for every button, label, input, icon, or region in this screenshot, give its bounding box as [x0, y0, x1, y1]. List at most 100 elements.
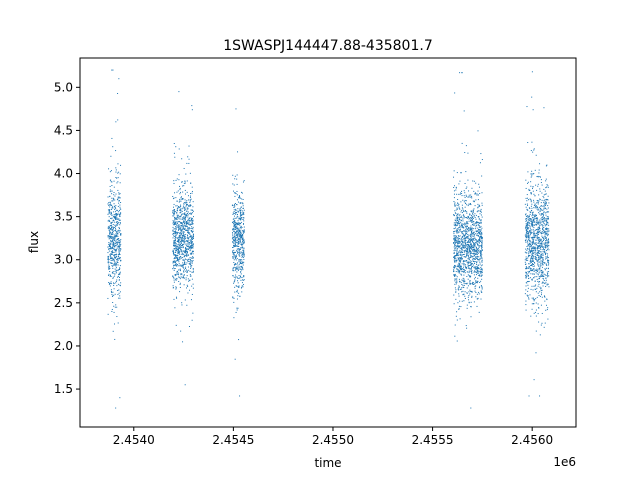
- data-point: [534, 233, 536, 235]
- data-point: [115, 407, 117, 409]
- data-point: [461, 284, 463, 285]
- data-point: [470, 264, 472, 266]
- data-point: [542, 275, 544, 277]
- data-point: [234, 238, 236, 240]
- data-point: [469, 238, 471, 240]
- data-point: [178, 246, 180, 248]
- data-point: [541, 244, 543, 246]
- data-point: [458, 259, 460, 261]
- data-point: [459, 217, 461, 219]
- data-point: [525, 218, 527, 220]
- data-point: [480, 255, 482, 257]
- data-point: [116, 276, 118, 278]
- data-point: [453, 269, 455, 271]
- data-point: [172, 237, 174, 239]
- data-point: [235, 223, 237, 225]
- data-point: [456, 268, 458, 270]
- data-point: [173, 298, 175, 300]
- data-point: [467, 267, 469, 269]
- data-point: [461, 268, 463, 270]
- data-point: [470, 276, 472, 278]
- y-tick-label: 2.0: [54, 339, 73, 353]
- data-point: [471, 234, 473, 236]
- data-point: [461, 269, 463, 271]
- data-point: [471, 255, 473, 257]
- data-point: [458, 236, 460, 238]
- data-point: [453, 214, 455, 216]
- data-point: [453, 267, 455, 269]
- data-point: [475, 228, 477, 230]
- data-point: [235, 108, 237, 110]
- data-point: [109, 201, 111, 203]
- data-point: [118, 218, 120, 220]
- data-point: [544, 269, 546, 271]
- data-point: [188, 269, 190, 271]
- data-point: [179, 278, 181, 280]
- data-point: [243, 213, 245, 215]
- data-point: [237, 307, 239, 309]
- data-point: [479, 240, 481, 242]
- data-point: [547, 253, 549, 255]
- data-point: [540, 263, 542, 265]
- data-point: [480, 267, 482, 269]
- data-point: [529, 242, 531, 244]
- data-point: [539, 244, 541, 246]
- data-point: [464, 192, 466, 194]
- data-point: [184, 299, 186, 301]
- data-point: [538, 241, 540, 243]
- data-point: [457, 235, 459, 237]
- data-point: [474, 193, 476, 195]
- data-point: [234, 244, 236, 246]
- data-point: [232, 268, 234, 270]
- data-point: [107, 257, 109, 259]
- data-point: [181, 253, 183, 255]
- data-point: [108, 268, 110, 270]
- data-point: [177, 252, 179, 254]
- data-point: [547, 199, 549, 201]
- data-point: [173, 152, 175, 154]
- data-point: [461, 300, 463, 302]
- data-point: [236, 245, 238, 247]
- data-point: [238, 339, 240, 341]
- data-point: [460, 306, 462, 308]
- data-point: [111, 236, 113, 238]
- data-point: [471, 196, 473, 198]
- data-point: [184, 208, 186, 210]
- data-point: [477, 297, 479, 299]
- data-point: [537, 231, 539, 233]
- data-point: [242, 261, 244, 263]
- data-point: [475, 271, 477, 273]
- data-point: [532, 217, 534, 219]
- data-point: [481, 175, 483, 177]
- data-point: [187, 220, 189, 222]
- data-point: [526, 194, 528, 196]
- data-point: [183, 239, 185, 241]
- data-point: [454, 210, 456, 212]
- data-point: [119, 397, 121, 399]
- data-point: [532, 226, 534, 228]
- data-point: [470, 229, 472, 231]
- data-point: [239, 218, 241, 220]
- data-point: [110, 259, 112, 261]
- data-point: [186, 222, 188, 224]
- data-point: [192, 245, 194, 247]
- data-point: [185, 269, 187, 271]
- data-point: [466, 251, 468, 253]
- data-point: [115, 242, 117, 244]
- data-point: [475, 281, 477, 283]
- data-point: [186, 243, 188, 245]
- data-point: [470, 252, 472, 254]
- data-point: [471, 248, 473, 250]
- data-point: [233, 240, 235, 242]
- data-point: [237, 151, 239, 153]
- data-point: [476, 249, 478, 251]
- data-point: [478, 267, 480, 269]
- data-point: [182, 238, 184, 240]
- data-point: [190, 198, 192, 200]
- data-point: [534, 262, 536, 264]
- data-point: [525, 220, 527, 222]
- data-point: [191, 247, 193, 249]
- data-point: [456, 249, 458, 251]
- data-point: [533, 277, 535, 279]
- data-point: [114, 256, 116, 258]
